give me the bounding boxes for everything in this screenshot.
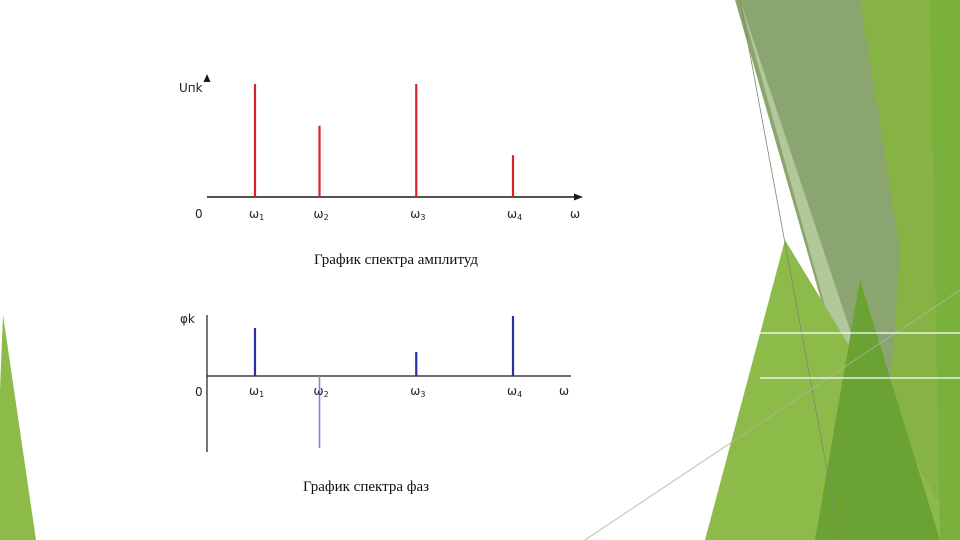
phase-origin-label: 0 [195,385,203,399]
phase-tick-label-2: ω2 [314,384,329,399]
deco-line-2 [584,289,960,540]
amplitude-tick-label-3: ω3 [410,207,425,222]
deco-line-1 [739,0,841,540]
amplitude-caption: График спектра амплитуд [314,252,478,268]
amplitude-x-arrow [574,193,583,201]
phase-tick-label-3: ω3 [410,384,425,399]
phase-tick-label-1: ω1 [249,384,264,399]
phase-chart: φk 0 ω ω1 ω2 ω3 ω4 [180,312,571,452]
amplitude-tick-label-2: ω2 [314,207,329,222]
amplitude-y-label: Uпk [179,81,203,95]
phase-x-label: ω [559,384,569,398]
amplitude-origin-label: 0 [195,207,203,221]
deco-left-sliver [0,315,36,540]
amplitude-y-arrow [203,74,211,82]
deco-dark-spike [815,280,940,540]
amplitude-x-label: ω [570,207,580,221]
phase-caption: График спектра фаз [303,479,430,495]
phase-tick-label-4: ω4 [507,384,522,399]
amplitude-tick-label-1: ω1 [249,207,264,222]
deco-right-strip [930,0,960,540]
phase-y-label: φk [180,312,195,326]
amplitude-tick-label-4: ω4 [507,207,522,222]
amplitude-chart: Uпk 0 ω ω1 ω2 ω3 ω4 [179,74,583,222]
